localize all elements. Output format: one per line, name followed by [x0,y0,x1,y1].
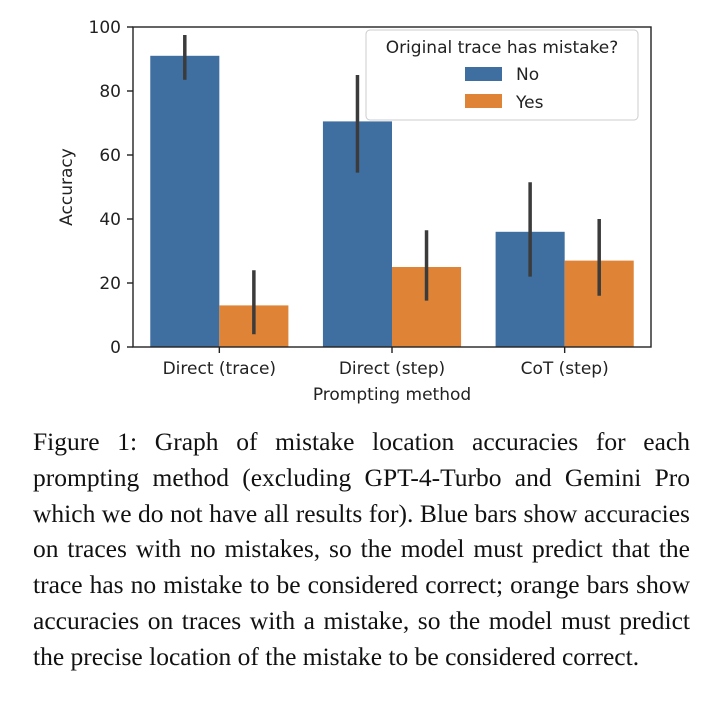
legend-swatch-yes [465,94,502,108]
y-tick-label: 80 [99,82,121,102]
error-bars-layer [183,35,601,335]
figure-caption: Figure 1: Graph of mistake location accu… [33,427,690,671]
legend-label-yes: Yes [515,93,544,113]
x-tick-label: Direct (step) [339,359,445,379]
y-axis: 0 20 40 60 80 100 [89,18,133,358]
x-tick-label: CoT (step) [521,359,609,379]
y-tick-label: 0 [110,338,121,358]
y-tick-label: 60 [99,146,121,166]
x-axis-label: Prompting method [313,385,471,405]
y-tick-label: 20 [99,274,121,294]
bar-no-0 [150,55,220,348]
y-tick-label: 40 [99,210,121,230]
x-axis: Direct (trace) Direct (step) CoT (step) [163,347,609,379]
legend-title: Original trace has mistake? [386,38,619,58]
bar-chart: 0 20 40 60 80 100 Direct (trace) Direct (step)… [57,18,652,405]
legend: Original trace has mistake? No Yes [365,29,639,121]
y-tick-label: 100 [89,18,121,38]
legend-swatch-no [465,67,502,81]
y-axis-label: Accuracy [57,148,77,226]
x-tick-label: Direct (trace) [163,359,276,379]
legend-label-no: No [516,65,539,85]
